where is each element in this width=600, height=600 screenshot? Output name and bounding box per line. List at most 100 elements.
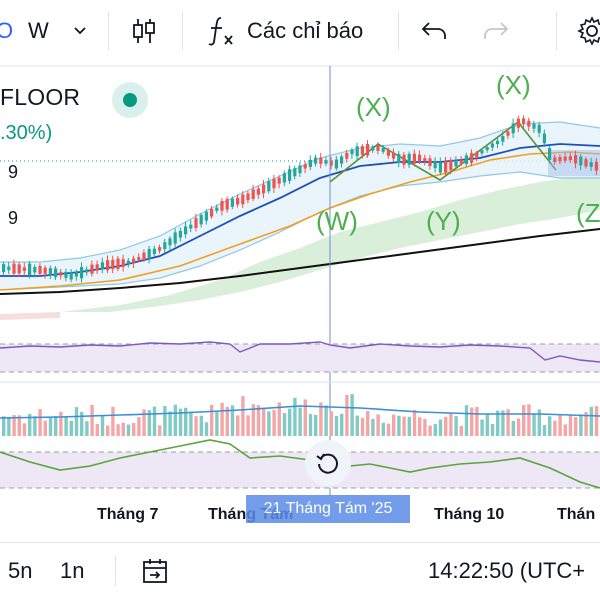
candle — [267, 181, 271, 192]
volume-bar — [262, 407, 266, 436]
chart-type-button[interactable] — [130, 0, 158, 62]
undo-icon — [421, 22, 446, 39]
candle — [210, 208, 214, 217]
volume-bar — [345, 394, 349, 436]
timezone-clock[interactable]: 14:22:50 (UTC+ — [428, 558, 586, 583]
candle — [293, 168, 297, 177]
volume-bar — [397, 415, 401, 436]
volume-bar — [33, 416, 37, 436]
reset-chart-button[interactable] — [305, 440, 351, 486]
wave-label: (X) — [496, 70, 531, 100]
candle — [568, 156, 572, 161]
candle — [480, 150, 484, 154]
volume-bar — [142, 409, 146, 436]
candle — [579, 156, 583, 166]
volume-bar — [54, 416, 58, 436]
candle — [402, 154, 406, 165]
volume-bar — [100, 415, 105, 436]
indicators-button[interactable]: Các chỉ báo — [205, 0, 363, 62]
symbol-fragment[interactable]: O — [0, 18, 14, 43]
volume-bar — [64, 416, 68, 436]
volume-bar — [303, 399, 307, 436]
volume-bar — [584, 411, 588, 436]
candle — [589, 162, 593, 167]
volume-bar — [449, 413, 453, 436]
undo-button[interactable] — [420, 0, 448, 62]
candle — [584, 159, 588, 167]
volume-bar — [574, 417, 578, 436]
volume-bar — [199, 415, 203, 436]
candle — [464, 155, 468, 165]
ma-mid-line — [0, 151, 600, 291]
volume-bar — [220, 402, 224, 436]
redo-button[interactable] — [482, 0, 510, 62]
candle — [506, 131, 510, 136]
volume-bar — [298, 407, 302, 436]
candle — [262, 184, 266, 194]
calendar-arrow-icon — [143, 559, 167, 583]
interval-dropdown[interactable] — [72, 0, 88, 62]
candle — [438, 162, 442, 173]
volume-bar — [433, 424, 437, 436]
chart-canvas[interactable] — [0, 62, 600, 542]
interval-button[interactable]: W — [28, 18, 49, 43]
volume-bar — [428, 425, 432, 436]
candle — [256, 188, 260, 195]
price-chart[interactable] — [0, 62, 600, 542]
candle — [100, 262, 104, 270]
candle — [111, 259, 115, 270]
volume-bar — [532, 413, 536, 436]
volume-bar — [594, 406, 599, 436]
volume-bar — [69, 420, 73, 436]
candle — [334, 159, 338, 169]
candle — [288, 169, 292, 181]
candle — [376, 145, 380, 151]
volume-bar — [329, 411, 333, 436]
volume-bar — [475, 406, 479, 436]
candle — [355, 146, 359, 157]
settings-button[interactable] — [576, 0, 600, 62]
range-5d-button[interactable]: 5n — [8, 558, 33, 583]
candle — [194, 218, 198, 228]
volume-bar — [132, 422, 136, 436]
candle — [433, 161, 437, 169]
volume-bar — [496, 410, 500, 436]
reset-icon — [316, 453, 338, 474]
candle — [230, 198, 234, 207]
candle — [251, 189, 255, 199]
candle — [132, 258, 136, 264]
candle — [381, 148, 385, 152]
volume-bar — [85, 421, 89, 436]
volume-bar — [371, 418, 375, 436]
volume-bar — [376, 414, 380, 436]
candle — [22, 267, 26, 271]
volume-bar — [490, 423, 495, 436]
toolbar-divider — [182, 12, 183, 50]
candle — [7, 266, 11, 271]
volume-bar — [111, 406, 115, 436]
volume-bar — [22, 423, 27, 436]
live-status-dot — [112, 82, 148, 118]
candle — [241, 194, 245, 205]
candle — [277, 177, 281, 184]
volume-bar — [236, 415, 240, 436]
candle — [329, 160, 333, 166]
candle — [163, 242, 167, 250]
volume-bar — [563, 424, 567, 436]
volume-bar — [412, 409, 417, 436]
price-scale-label: 9 — [8, 162, 19, 182]
volume-bar — [277, 402, 281, 436]
gear-icon — [577, 16, 600, 46]
range-1d-button[interactable]: 1n — [60, 558, 85, 583]
candle — [594, 161, 598, 171]
volume-bar — [59, 411, 63, 436]
volume-bar — [444, 416, 448, 436]
candle — [178, 230, 182, 238]
volume-bar — [402, 416, 406, 436]
volume-bar — [74, 407, 79, 436]
volume-bar — [152, 406, 157, 436]
candle — [392, 152, 396, 159]
go-to-date-button[interactable] — [140, 542, 170, 600]
candlestick-icon — [133, 19, 155, 43]
candle — [366, 143, 370, 156]
